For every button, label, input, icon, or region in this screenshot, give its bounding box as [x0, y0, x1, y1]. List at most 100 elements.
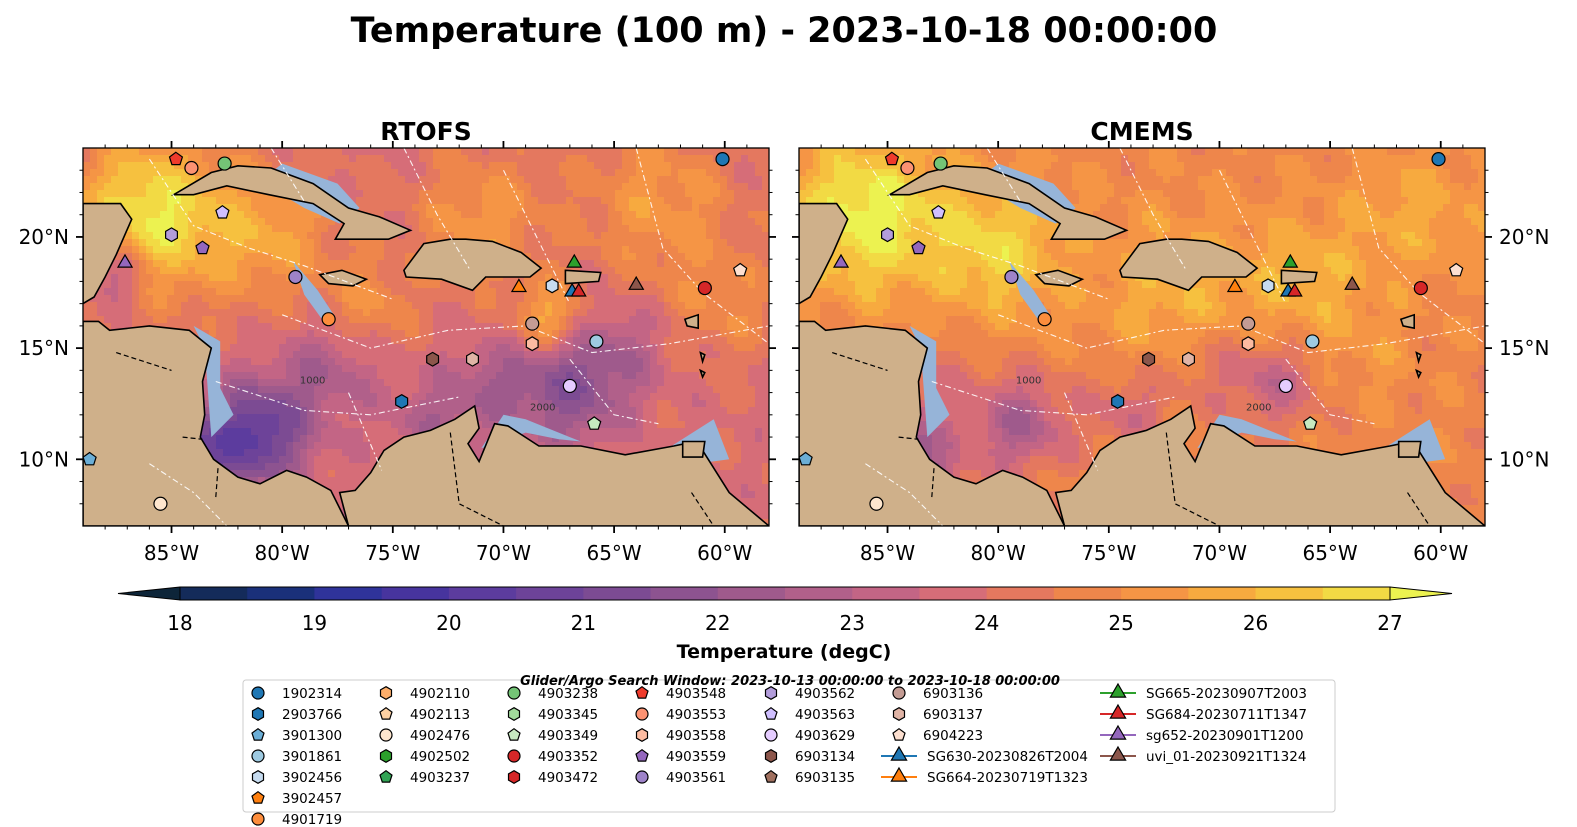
profile-marker-2903766: [1111, 394, 1125, 409]
eez-boundary: [1119, 148, 1187, 271]
profile-markers: [799, 151, 1464, 511]
colorbar-segment: [1255, 587, 1324, 600]
legend-marker: [892, 727, 906, 741]
country-border: [182, 436, 203, 440]
colorbar-segment: [1322, 587, 1391, 600]
legend-marker: [890, 766, 908, 782]
profile-marker-uvi_01-20230921T1324: [628, 275, 645, 290]
eez-boundary: [270, 148, 305, 202]
eez-boundary: [931, 380, 1176, 416]
profile-marker-6903137: [1181, 351, 1196, 367]
profile-marker-4903559: [195, 240, 210, 255]
colorbar-segment: [785, 587, 853, 600]
legend: Glider/Argo Search Window: 2023-10-13 00…: [242, 674, 1336, 827]
eez-boundary: [865, 463, 944, 526]
profile-marker-4903562: [165, 227, 178, 243]
panel-title: CMEMS: [1090, 117, 1193, 146]
y-tick-label: 15°N: [19, 336, 69, 360]
land-mass: [83, 202, 133, 305]
colorbar-tick-label: 23: [839, 611, 864, 635]
legend-marker: [379, 728, 393, 742]
profile-marker-6904223: [732, 262, 748, 277]
land-mass: [1119, 238, 1259, 292]
legend-marker: [379, 749, 393, 763]
legend-label: uvi_01-20230921T1324: [1146, 749, 1306, 765]
x-tick-label: 75°W: [1081, 541, 1136, 565]
legend-label: SG664-20230719T1323: [927, 770, 1088, 786]
country-border: [832, 352, 888, 371]
y-tick-label: 15°N: [1499, 336, 1549, 360]
colorbar-segment: [583, 587, 652, 600]
colorbar-segment: [516, 587, 584, 600]
profile-marker-SG664-20230719T1323: [1226, 278, 1244, 293]
colorbar-label: Temperature (degC): [677, 641, 892, 663]
x-tick-label: 70°W: [1192, 541, 1247, 565]
search-window-note: Glider/Argo Search Window: 2023-10-13 00…: [520, 674, 1060, 689]
colorbar-segment: [852, 587, 920, 600]
profile-marker-1902314: [715, 152, 730, 167]
legend-marker: [635, 707, 649, 721]
colorbar-tick-label: 25: [1108, 611, 1133, 635]
profile-marker-4903563: [931, 204, 946, 219]
panel-title: RTOFS: [380, 117, 472, 146]
x-tick-label: 80°W: [255, 541, 310, 565]
legend-marker: [251, 686, 265, 700]
profile-marker-sg652-20230901T1200: [832, 253, 850, 268]
legend-label: 4903548: [666, 686, 726, 702]
legend-marker: [635, 728, 649, 742]
land-mass: [799, 202, 849, 305]
legend-label: 6904223: [923, 728, 983, 744]
shelf-area: [1009, 261, 1052, 320]
profile-marker-4903629: [562, 378, 577, 394]
profile-marker-3902456: [1261, 278, 1275, 294]
colorbar-segment: [448, 587, 517, 600]
shelf-area: [293, 261, 336, 320]
legend-marker: [507, 686, 521, 700]
profile-marker-4903562: [880, 227, 895, 243]
legend-label: 4903562: [795, 686, 855, 702]
profile-marker-3901861: [589, 334, 604, 349]
legend-label: 6903136: [923, 686, 983, 702]
colorbar-frame: [179, 586, 1391, 601]
figure-title: Temperature (100 m) - 2023-10-18 00:00:0…: [351, 11, 1218, 51]
shelf-area: [1197, 414, 1297, 449]
legend-marker: [635, 748, 649, 762]
country-border: [691, 492, 715, 526]
legend-marker: [507, 707, 521, 721]
legend-marker: [635, 770, 649, 784]
colorbar-tick-label: 21: [571, 611, 596, 635]
profile-marker-6904223: [1448, 262, 1464, 277]
legend-label: 4903472: [538, 770, 598, 786]
land-mass: [886, 164, 1129, 240]
legend-marker: [1109, 703, 1127, 719]
legend-marker: [635, 685, 649, 699]
country-border: [931, 468, 935, 498]
legend-label: 4903563: [795, 707, 855, 723]
profile-marker-4903349: [586, 416, 602, 430]
legend-label: 3902456: [282, 770, 342, 786]
eez-boundary: [998, 314, 1485, 354]
legend-marker: [890, 745, 908, 761]
land-mass: [564, 269, 602, 285]
legend-label: SG665-20230907T2003: [1146, 686, 1307, 702]
x-tick-label: 80°W: [971, 541, 1026, 565]
colorbar-segment: [986, 587, 1055, 600]
land-mass: [699, 368, 706, 380]
profile-marker-4903561: [288, 269, 303, 285]
y-tick-label: 20°N: [19, 225, 69, 249]
eez-boundary: [149, 463, 228, 526]
legend-label: 4903559: [666, 749, 726, 765]
colorbar-extend-high: [1389, 586, 1453, 601]
profile-marker-3901300: [799, 451, 813, 466]
legend-label: sg652-20230901T1200: [1146, 728, 1304, 744]
colorbar-segment: [180, 587, 248, 600]
profile-marker-4903352: [697, 280, 712, 296]
x-tick-label: 70°W: [476, 541, 531, 565]
eez-boundary: [1351, 148, 1485, 345]
legend-label: 3901300: [282, 728, 342, 744]
legend-label: 4903238: [538, 686, 598, 702]
legend-marker: [764, 686, 778, 700]
legend-label: 4903237: [410, 770, 470, 786]
legend-marker: [379, 686, 393, 700]
